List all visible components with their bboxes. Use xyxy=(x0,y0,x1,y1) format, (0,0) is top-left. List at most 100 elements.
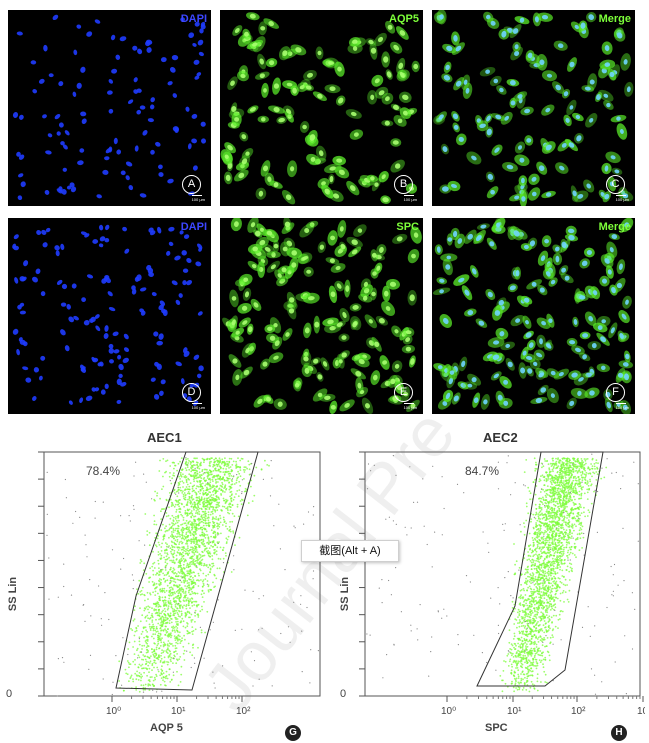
cell-nucleus xyxy=(54,245,60,251)
cell-nucleus xyxy=(60,302,67,307)
cell-nucleus xyxy=(626,86,631,93)
cell-nucleus xyxy=(561,241,567,248)
cell-nucleus xyxy=(524,108,531,114)
cell-nucleus xyxy=(250,222,256,228)
panel-c-image xyxy=(433,10,634,206)
cell-nucleus xyxy=(43,44,48,52)
cell-nucleus xyxy=(133,89,139,94)
cell-nucleus xyxy=(413,63,419,70)
outlier-point xyxy=(98,585,100,587)
cell-nucleus xyxy=(245,347,250,354)
outlier-point xyxy=(193,657,195,659)
cell-nucleus xyxy=(392,140,399,145)
cell-nucleus xyxy=(42,242,48,248)
cell-nucleus xyxy=(109,359,114,364)
cell-nucleus xyxy=(490,20,496,26)
cell-nucleus xyxy=(405,346,412,352)
cell-nucleus xyxy=(389,281,397,287)
outlier-point xyxy=(186,464,188,466)
outlier-point xyxy=(504,523,506,525)
outlier-point xyxy=(152,689,154,691)
outlier-point xyxy=(428,675,430,677)
outlier-point xyxy=(590,668,593,670)
cell-nucleus xyxy=(269,60,275,66)
cell-nucleus xyxy=(618,263,623,270)
panel-d-letter: D xyxy=(182,383,201,402)
cell-nucleus xyxy=(81,297,86,302)
outlier-point xyxy=(395,523,397,525)
cell-nucleus xyxy=(382,197,389,203)
cell-nucleus xyxy=(374,78,380,84)
cell-nucleus xyxy=(287,303,294,308)
cell-nucleus xyxy=(80,66,86,73)
cell-nucleus xyxy=(16,151,21,157)
outlier-point xyxy=(542,580,544,582)
cell-nucleus xyxy=(453,124,459,130)
outlier-point xyxy=(273,525,275,527)
outlier-point xyxy=(194,467,196,469)
cell-nucleus xyxy=(471,377,477,383)
cell-nucleus xyxy=(445,264,451,270)
cell-nucleus xyxy=(64,345,70,352)
cell-nucleus xyxy=(358,359,365,365)
cell-nucleus xyxy=(178,293,183,298)
outlier-point xyxy=(195,565,198,567)
cell-nucleus xyxy=(252,246,258,252)
outlier-point xyxy=(46,471,48,473)
outlier-point xyxy=(473,634,475,636)
cell-nucleus xyxy=(66,185,72,190)
cell-nucleus xyxy=(277,273,282,278)
cell-nucleus xyxy=(622,362,629,367)
panel-b-image xyxy=(220,12,420,205)
outlier-point xyxy=(606,606,608,609)
outlier-point xyxy=(512,597,514,599)
cell-nucleus xyxy=(330,404,336,410)
cell-nucleus xyxy=(153,394,160,400)
outlier-point xyxy=(514,482,516,484)
cell-nucleus xyxy=(19,114,24,120)
outlier-point xyxy=(612,595,614,597)
outlier-point xyxy=(84,620,86,622)
cell-nucleus xyxy=(588,315,594,322)
flow-g-title: AEC1 xyxy=(147,430,182,445)
cell-nucleus xyxy=(409,294,415,302)
outlier-point xyxy=(367,463,370,465)
outlier-point xyxy=(252,590,254,592)
cell-nucleus xyxy=(100,389,106,395)
outlier-point xyxy=(508,651,510,653)
cell-nucleus xyxy=(108,146,113,153)
cell-nucleus xyxy=(56,131,61,136)
cell-nucleus xyxy=(317,50,322,56)
outlier-point xyxy=(194,662,196,664)
outlier-point xyxy=(279,548,281,550)
cell-nucleus xyxy=(443,75,451,81)
outlier-point xyxy=(84,534,86,536)
cell-nucleus xyxy=(76,82,82,89)
cell-nucleus xyxy=(341,335,347,340)
cell-nucleus xyxy=(282,50,288,57)
outlier-point xyxy=(523,484,525,486)
cell-nucleus xyxy=(336,322,343,327)
cell-nucleus xyxy=(368,319,373,324)
outlier-point xyxy=(143,473,145,475)
outlier-point xyxy=(262,595,265,597)
cell-nucleus xyxy=(94,19,101,24)
cell-nucleus xyxy=(452,113,459,120)
cell-nucleus xyxy=(467,383,473,388)
outlier-point xyxy=(57,596,59,598)
cell-nucleus xyxy=(392,104,400,111)
cell-nucleus xyxy=(111,68,118,74)
cell-nucleus xyxy=(42,114,47,119)
flow-h-plot: 10⁰ 10¹ 10² 10³ xyxy=(359,451,645,717)
cell-nucleus xyxy=(12,112,19,118)
cell-nucleus xyxy=(249,346,254,352)
outlier-point xyxy=(395,474,397,476)
cell-nucleus xyxy=(557,43,564,49)
flow-g-plot: 10⁰ 10¹ 10² xyxy=(38,451,321,717)
cell-nucleus xyxy=(179,230,184,235)
panel-b: AQP5 B 100 μm xyxy=(220,10,423,206)
cell-nucleus xyxy=(192,165,198,171)
outlier-point xyxy=(378,587,380,589)
cell-nucleus xyxy=(285,225,291,231)
cell-nucleus xyxy=(259,58,265,65)
